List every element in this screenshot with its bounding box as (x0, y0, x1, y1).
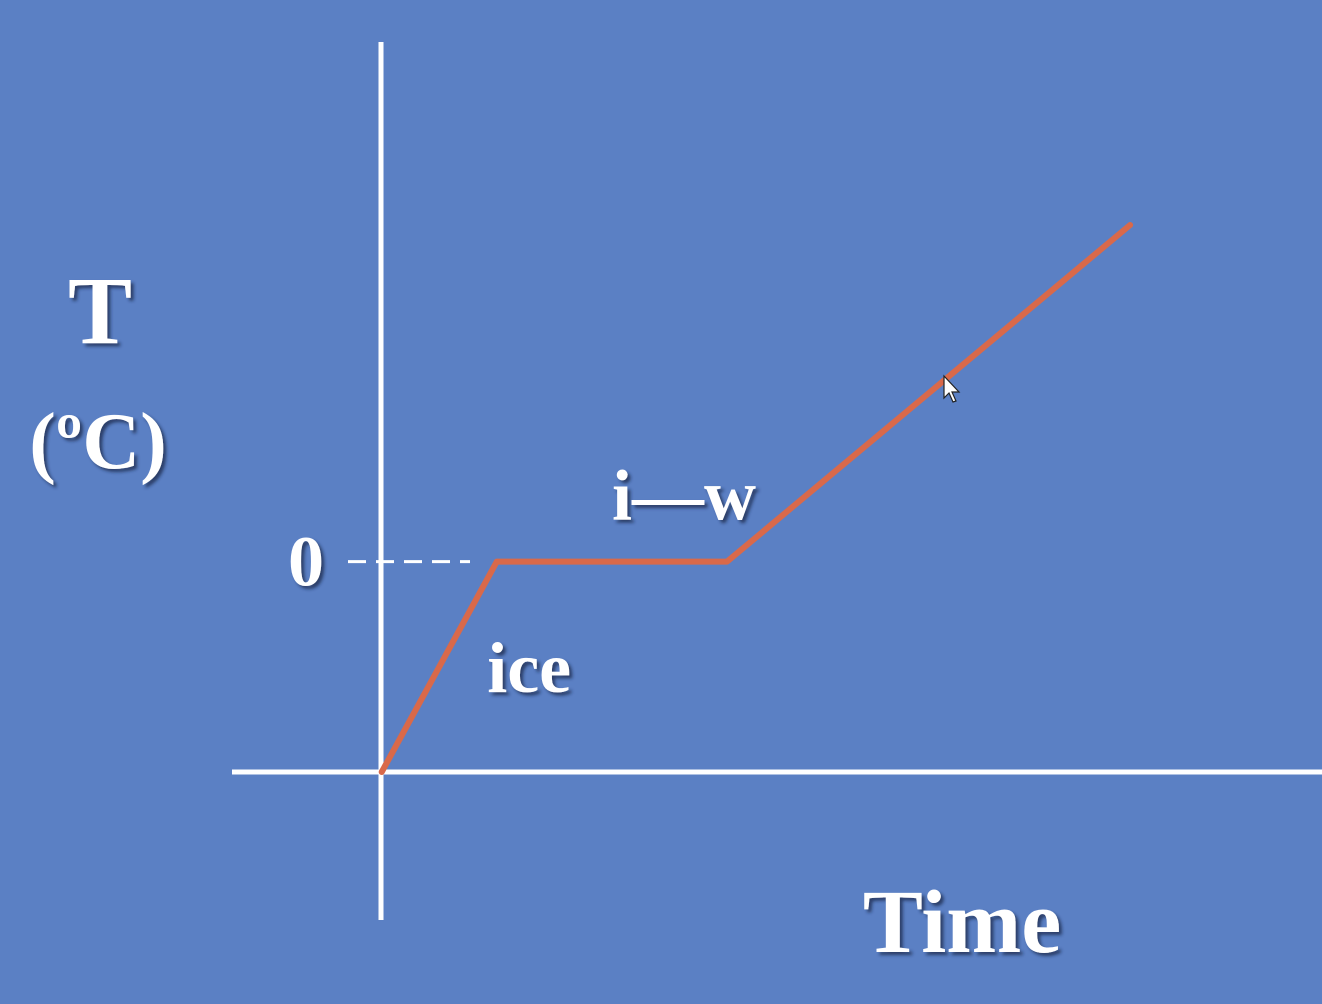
y-axis-label: T (68, 257, 132, 364)
y-tick-label-0: 0 (288, 522, 324, 602)
mouse-cursor-icon (943, 374, 961, 403)
y-axis-unit-label: (ºC) (29, 398, 166, 486)
x-axis-label: Time (863, 873, 1061, 972)
temperature-curve (378, 222, 1134, 775)
annotation-ice: ice (487, 628, 571, 708)
annotation-ice-water: i—w (612, 456, 756, 536)
